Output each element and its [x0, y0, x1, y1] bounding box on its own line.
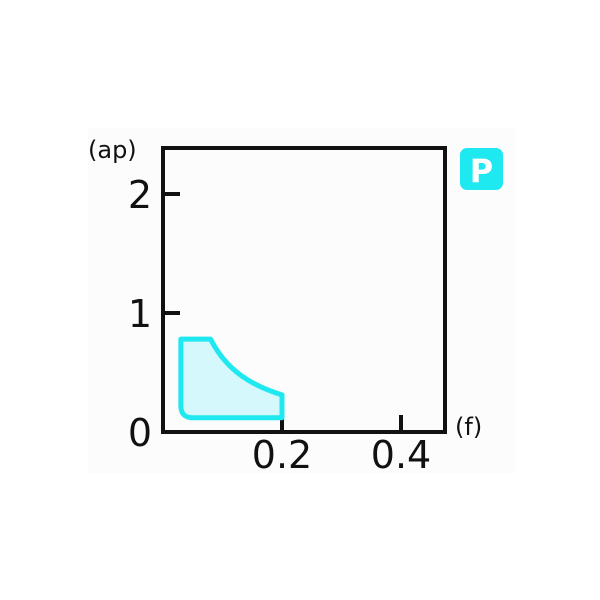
- region-area: [178, 336, 285, 421]
- y-tick-label: 1: [128, 292, 152, 336]
- badge-p-label: P: [470, 152, 493, 190]
- plot-frame: [161, 146, 447, 434]
- x-tick-label: 0.2: [252, 433, 312, 477]
- x-tick-label: 0.4: [371, 433, 431, 477]
- y-tick-label: 0: [128, 411, 152, 455]
- y-tick-label: 2: [128, 173, 152, 217]
- badge-p: [460, 148, 503, 190]
- y-axis-label: (ap): [88, 136, 137, 164]
- x-axis-label: (f): [455, 413, 482, 441]
